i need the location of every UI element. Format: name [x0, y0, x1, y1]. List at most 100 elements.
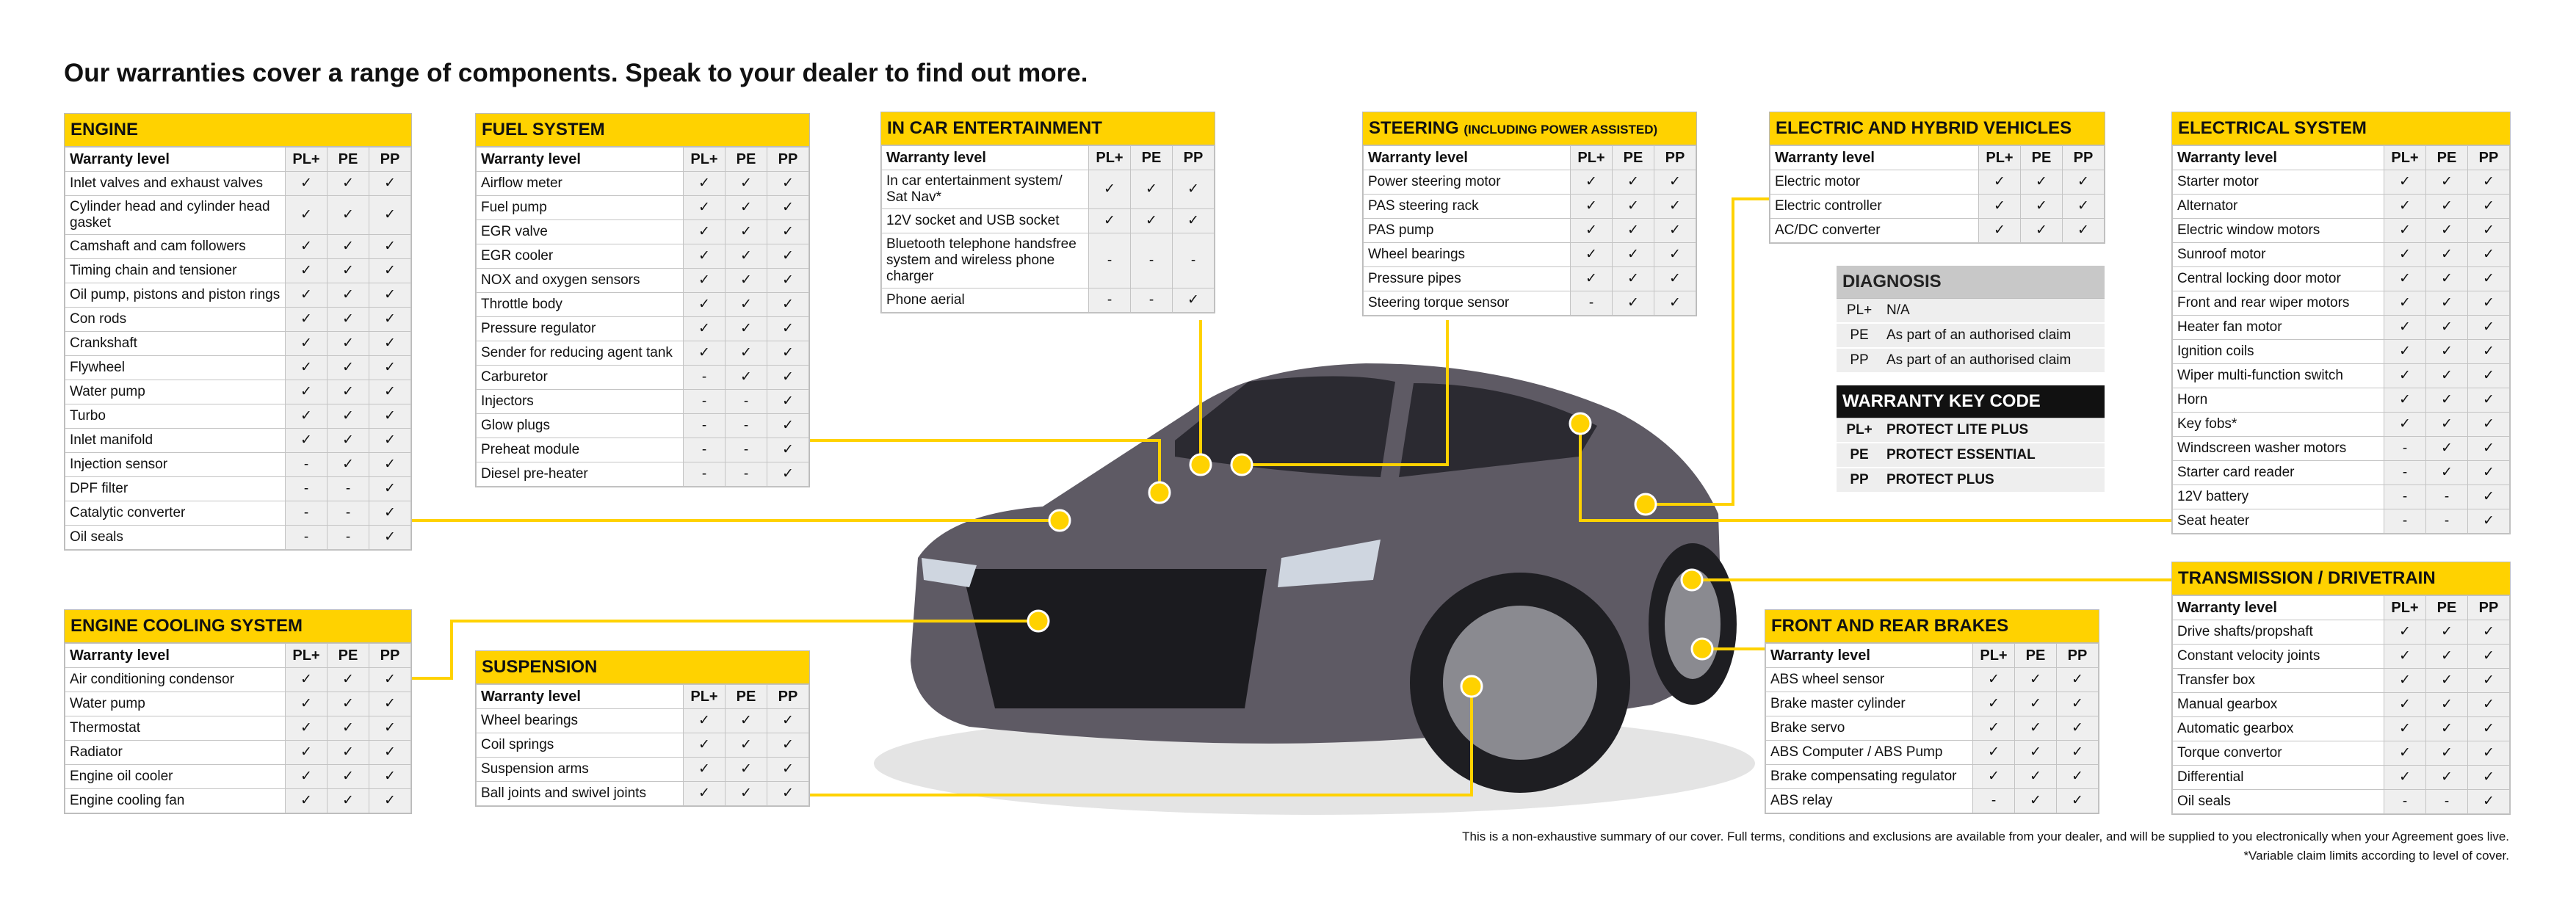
cover-cell: ✓ — [2384, 668, 2426, 693]
row: EGR valve ✓ ✓ ✓ — [476, 219, 809, 244]
component-cell: Pressure pipes — [1363, 266, 1571, 291]
table: Warranty level PL+ PE PP Power steering moto… — [1363, 145, 1696, 316]
cover-cell: ✓ — [369, 764, 411, 789]
title-text: FUEL SYSTEM — [482, 120, 605, 139]
header-cell: Warranty level — [1765, 643, 1973, 668]
cover-cell: ✓ — [2014, 788, 2057, 813]
header-cell: PL+ — [1570, 145, 1613, 170]
component-cell: Ball joints and swivel joints — [476, 781, 684, 806]
row: Automatic gearbox ✓ ✓ ✓ — [2172, 716, 2510, 741]
footnote: *Variable claim limits according to leve… — [2243, 849, 2509, 863]
cover-cell: ✓ — [285, 740, 328, 765]
cover-cell: ✓ — [1612, 194, 1654, 219]
cover-cell: ✓ — [1972, 764, 2015, 789]
warranty-table: ELECTRIC AND HYBRID VEHICLES Warranty lev… — [1769, 112, 2105, 244]
cover-cell: ✓ — [327, 258, 369, 283]
row: Inlet manifold ✓ ✓ ✓ — [65, 428, 411, 453]
cover-cell: ✓ — [327, 452, 369, 477]
cover-cell: ✓ — [1172, 170, 1215, 209]
cover-cell: ✓ — [683, 219, 726, 244]
cover-cell: ✓ — [2467, 291, 2510, 316]
row: Electric window motors ✓ ✓ ✓ — [2172, 218, 2510, 243]
row: Key fobs* ✓ ✓ ✓ — [2172, 412, 2510, 437]
header-row: Warranty level PL+ PE PP — [65, 643, 411, 668]
component-cell: AC/DC converter — [1770, 218, 1979, 243]
row: Turbo ✓ ✓ ✓ — [65, 404, 411, 429]
cover-cell: - — [327, 476, 369, 501]
cover-cell: ✓ — [1972, 716, 2015, 741]
cover-cell: ✓ — [2467, 388, 2510, 413]
cover-cell: ✓ — [327, 740, 369, 765]
component-cell: Crankshaft — [65, 331, 286, 356]
row: AC/DC converter ✓ ✓ ✓ — [1770, 218, 2105, 243]
cover-cell: - — [1172, 233, 1215, 288]
cover-cell: ✓ — [725, 292, 767, 317]
cover-cell: ✓ — [369, 171, 411, 196]
cover-cell: ✓ — [369, 307, 411, 332]
component-cell: Alternator — [2172, 194, 2384, 219]
component-cell: Wheel bearings — [476, 708, 684, 733]
cover-cell: ✓ — [1654, 170, 1696, 195]
row: Ignition coils ✓ ✓ ✓ — [2172, 339, 2510, 364]
component-cell: Fuel pump — [476, 195, 684, 220]
cover-cell: ✓ — [369, 667, 411, 692]
table-title: FRONT AND REAR BRAKES — [1765, 610, 2099, 643]
header-cell: PL+ — [1972, 643, 2015, 668]
description: N/A — [1882, 299, 2105, 324]
cover-cell: - — [2384, 436, 2426, 461]
cover-cell: ✓ — [285, 764, 328, 789]
cover-cell: ✓ — [327, 331, 369, 356]
component-cell: Air conditioning condensor — [65, 667, 286, 692]
page-title: Our warranties cover a range of componen… — [64, 59, 1088, 87]
table: PL+ PROTECT LITE PLUS PE PROTECT ESSENTIAL P… — [1837, 418, 2105, 493]
cover-cell: ✓ — [1570, 194, 1613, 219]
warranty-table: ENGINE Warranty level PL+ PE PP Inlet valves … — [64, 113, 412, 551]
cover-cell: - — [327, 501, 369, 526]
row: Carburetor - ✓ ✓ — [476, 365, 809, 390]
cover-cell: - — [683, 389, 726, 414]
component-cell: Seat heater — [2172, 509, 2384, 534]
cover-cell: ✓ — [1972, 667, 2015, 692]
header-cell: PP — [2062, 145, 2105, 170]
warranty-table: ELECTRICAL SYSTEM Warranty level PL+ PE PP St… — [2171, 112, 2511, 534]
component-cell: Constant velocity joints — [2172, 644, 2384, 669]
cover-cell: ✓ — [2425, 765, 2468, 790]
cover-cell: ✓ — [2014, 667, 2057, 692]
component-cell: Electric window motors — [2172, 218, 2384, 243]
cover-cell: ✓ — [2384, 716, 2426, 741]
cover-cell: ✓ — [683, 292, 726, 317]
cover-cell: ✓ — [683, 195, 726, 220]
component-cell: Power steering motor — [1363, 170, 1571, 195]
cover-cell: ✓ — [2384, 339, 2426, 364]
cover-cell: ✓ — [327, 428, 369, 453]
cover-cell: ✓ — [1612, 291, 1654, 316]
cover-cell: ✓ — [683, 341, 726, 366]
row: Radiator ✓ ✓ ✓ — [65, 740, 411, 765]
cover-cell: ✓ — [369, 452, 411, 477]
cover-cell: - — [683, 462, 726, 487]
row: Water pump ✓ ✓ ✓ — [65, 692, 411, 716]
row: Central locking door motor ✓ ✓ ✓ — [2172, 266, 2510, 291]
description: PROTECT ESSENTIAL — [1882, 443, 2105, 468]
component-cell: PAS pump — [1363, 218, 1571, 243]
cover-cell: ✓ — [683, 708, 726, 733]
cover-cell: ✓ — [285, 283, 328, 308]
cover-cell: ✓ — [2056, 667, 2099, 692]
cover-cell: ✓ — [1972, 692, 2015, 716]
header-cell: PL+ — [285, 643, 328, 668]
code: PE — [1837, 323, 1882, 349]
warranty-table: ENGINE COOLING SYSTEM Warranty level PL+ PE… — [64, 609, 412, 814]
row: Ball joints and swivel joints ✓ ✓ ✓ — [476, 781, 809, 806]
row: Catalytic converter - - ✓ — [65, 501, 411, 526]
cover-cell: - — [1972, 788, 2015, 813]
description: As part of an authorised claim — [1882, 348, 2105, 374]
component-cell: Automatic gearbox — [2172, 716, 2384, 741]
cover-cell: ✓ — [1612, 218, 1654, 243]
cover-cell: ✓ — [2014, 764, 2057, 789]
header-cell: PE — [2020, 145, 2063, 170]
code: PP — [1837, 468, 1882, 493]
title-subtext: (INCLUDING POWER ASSISTED) — [1464, 123, 1658, 137]
cover-cell: ✓ — [2384, 741, 2426, 766]
component-cell: Front and rear wiper motors — [2172, 291, 2384, 316]
component-cell: ABS wheel sensor — [1765, 667, 1973, 692]
